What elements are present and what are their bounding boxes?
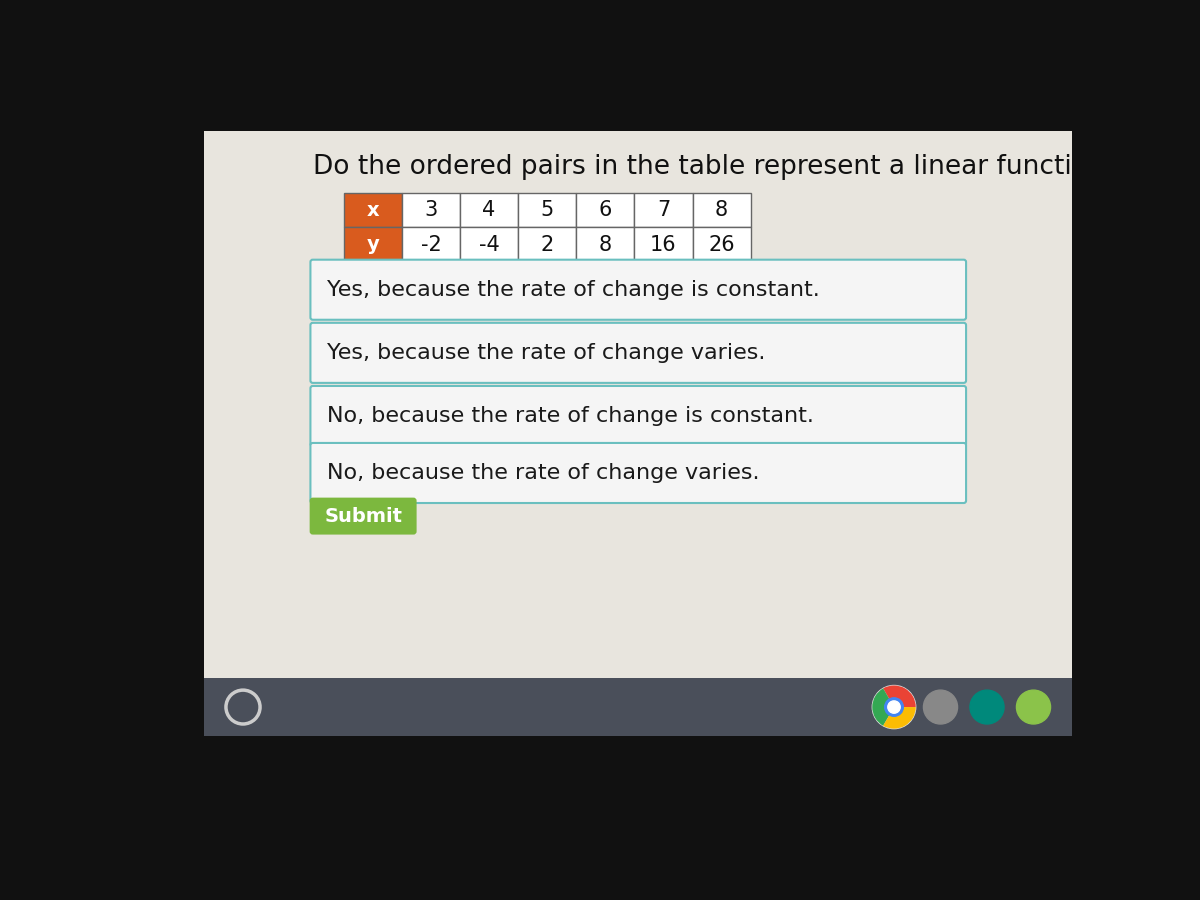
Text: y: y: [366, 235, 379, 254]
FancyBboxPatch shape: [402, 193, 460, 228]
Text: 8: 8: [599, 235, 612, 255]
Text: Do the ordered pairs in the table represent a linear function?: Do the ordered pairs in the table repres…: [313, 154, 1118, 180]
Text: -2: -2: [420, 235, 442, 255]
FancyBboxPatch shape: [204, 678, 1073, 735]
Text: No, because the rate of change varies.: No, because the rate of change varies.: [326, 463, 760, 483]
FancyBboxPatch shape: [576, 193, 635, 228]
Text: 16: 16: [650, 235, 677, 255]
FancyBboxPatch shape: [460, 193, 518, 228]
Circle shape: [1016, 690, 1050, 724]
Polygon shape: [204, 131, 1073, 735]
FancyBboxPatch shape: [692, 228, 751, 262]
FancyBboxPatch shape: [343, 228, 402, 262]
Text: Yes, because the rate of change is constant.: Yes, because the rate of change is const…: [326, 280, 820, 300]
Circle shape: [872, 686, 916, 729]
Text: Submit: Submit: [324, 507, 402, 526]
FancyBboxPatch shape: [343, 193, 402, 228]
FancyBboxPatch shape: [402, 228, 460, 262]
Wedge shape: [872, 688, 894, 725]
Circle shape: [884, 698, 904, 716]
Text: 8: 8: [715, 200, 728, 220]
Wedge shape: [883, 707, 916, 729]
FancyBboxPatch shape: [518, 228, 576, 262]
FancyBboxPatch shape: [311, 443, 966, 503]
Text: 3: 3: [425, 200, 438, 220]
FancyBboxPatch shape: [635, 193, 692, 228]
Text: 7: 7: [656, 200, 670, 220]
Text: 2: 2: [540, 235, 554, 255]
FancyBboxPatch shape: [311, 386, 966, 446]
FancyBboxPatch shape: [576, 228, 635, 262]
Text: 4: 4: [482, 200, 496, 220]
Circle shape: [970, 690, 1004, 724]
Text: 6: 6: [599, 200, 612, 220]
Text: -4: -4: [479, 235, 499, 255]
Wedge shape: [883, 686, 916, 707]
FancyBboxPatch shape: [635, 228, 692, 262]
Text: 26: 26: [708, 235, 734, 255]
Text: 5: 5: [540, 200, 554, 220]
FancyBboxPatch shape: [311, 323, 966, 382]
FancyBboxPatch shape: [311, 260, 966, 320]
Text: x: x: [366, 201, 379, 220]
Circle shape: [888, 701, 900, 713]
FancyBboxPatch shape: [460, 228, 518, 262]
FancyBboxPatch shape: [518, 193, 576, 228]
FancyBboxPatch shape: [310, 498, 416, 535]
FancyBboxPatch shape: [692, 193, 751, 228]
Text: No, because the rate of change is constant.: No, because the rate of change is consta…: [326, 406, 814, 426]
Circle shape: [924, 690, 958, 724]
Text: Yes, because the rate of change varies.: Yes, because the rate of change varies.: [326, 343, 766, 363]
